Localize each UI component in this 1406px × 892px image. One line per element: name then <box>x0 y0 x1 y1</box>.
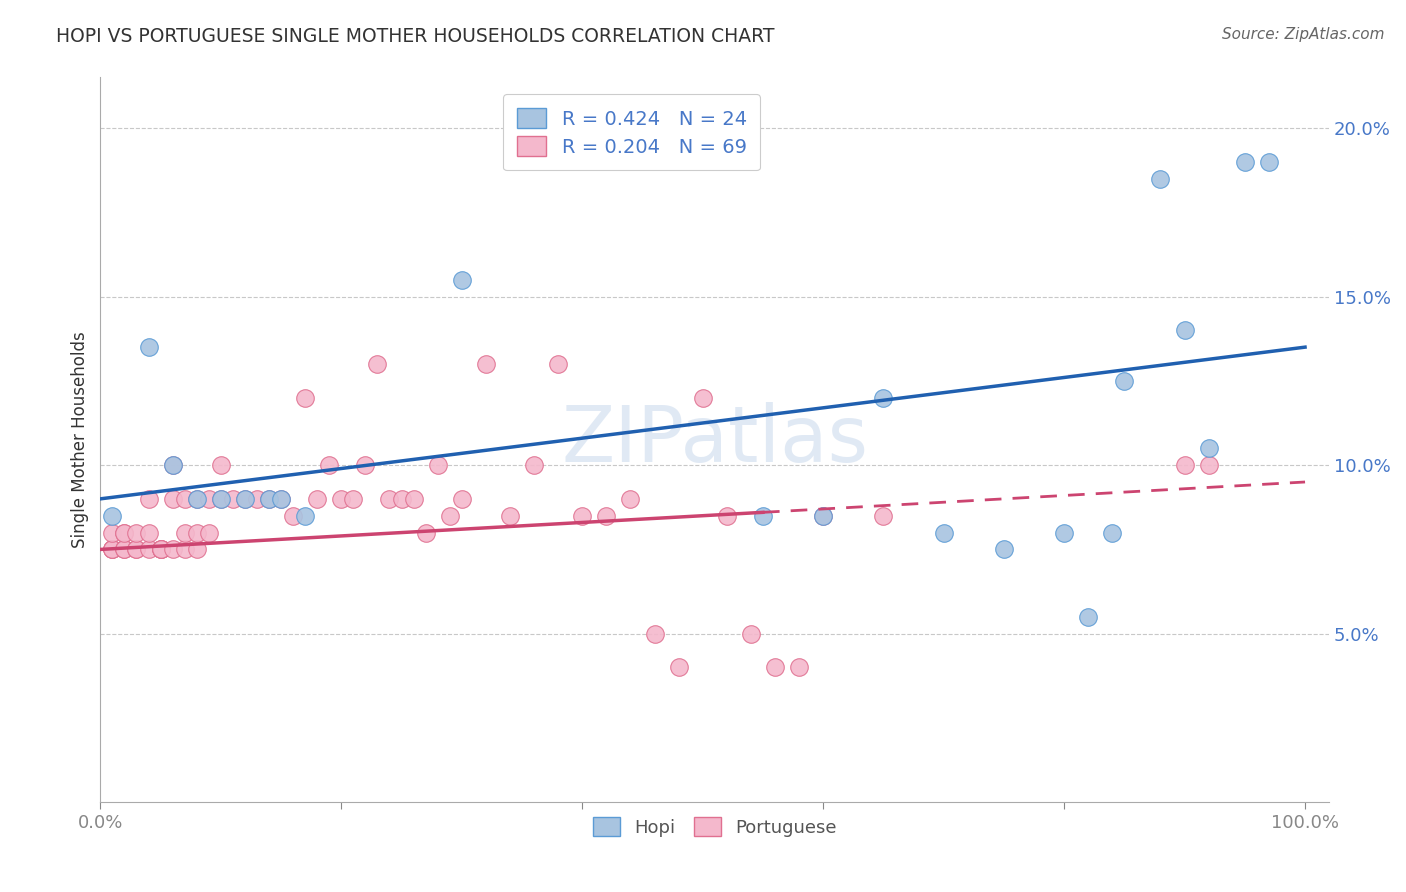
Point <box>499 508 522 523</box>
Text: Source: ZipAtlas.com: Source: ZipAtlas.com <box>1222 27 1385 42</box>
Point <box>619 491 641 506</box>
Y-axis label: Single Mother Households: Single Mother Households <box>72 332 89 549</box>
Point <box>1053 525 1076 540</box>
Point <box>763 660 786 674</box>
Point <box>993 542 1015 557</box>
Point <box>1257 154 1279 169</box>
Point <box>294 508 316 523</box>
Text: HOPI VS PORTUGUESE SINGLE MOTHER HOUSEHOLDS CORRELATION CHART: HOPI VS PORTUGUESE SINGLE MOTHER HOUSEHO… <box>56 27 775 45</box>
Point <box>1198 442 1220 456</box>
Point <box>257 491 280 506</box>
Point <box>138 525 160 540</box>
Point <box>162 542 184 557</box>
Point <box>872 508 894 523</box>
Point <box>294 391 316 405</box>
Point <box>318 458 340 472</box>
Point <box>197 491 219 506</box>
Point <box>186 491 208 506</box>
Point <box>101 542 124 557</box>
Point <box>138 491 160 506</box>
Point <box>125 525 148 540</box>
Point <box>668 660 690 674</box>
Point <box>270 491 292 506</box>
Point <box>222 491 245 506</box>
Point <box>125 542 148 557</box>
Point <box>149 542 172 557</box>
Point <box>692 391 714 405</box>
Point <box>1198 458 1220 472</box>
Point <box>233 491 256 506</box>
Point <box>270 491 292 506</box>
Point <box>475 357 498 371</box>
Point <box>1149 171 1171 186</box>
Point <box>101 525 124 540</box>
Point <box>114 542 136 557</box>
Point <box>101 508 124 523</box>
Point <box>162 458 184 472</box>
Point <box>101 542 124 557</box>
Point <box>366 357 388 371</box>
Point <box>644 626 666 640</box>
Point <box>932 525 955 540</box>
Point <box>1174 458 1197 472</box>
Point <box>1233 154 1256 169</box>
Point <box>101 542 124 557</box>
Point <box>173 525 195 540</box>
Point <box>138 340 160 354</box>
Point <box>571 508 593 523</box>
Point <box>246 491 269 506</box>
Point <box>595 508 617 523</box>
Point <box>281 508 304 523</box>
Point <box>523 458 546 472</box>
Point <box>450 491 472 506</box>
Point <box>787 660 810 674</box>
Point <box>233 491 256 506</box>
Point <box>391 491 413 506</box>
Point <box>162 458 184 472</box>
Point <box>173 491 195 506</box>
Point <box>752 508 775 523</box>
Point <box>378 491 401 506</box>
Point <box>209 491 232 506</box>
Point <box>149 542 172 557</box>
Point <box>415 525 437 540</box>
Point <box>149 542 172 557</box>
Point <box>125 542 148 557</box>
Point <box>209 458 232 472</box>
Point <box>149 542 172 557</box>
Point <box>716 508 738 523</box>
Point <box>162 491 184 506</box>
Point <box>1174 323 1197 337</box>
Point <box>1101 525 1123 540</box>
Point <box>426 458 449 472</box>
Point <box>186 491 208 506</box>
Point <box>173 542 195 557</box>
Point <box>138 542 160 557</box>
Point <box>740 626 762 640</box>
Point <box>307 491 329 506</box>
Point <box>330 491 353 506</box>
Point <box>257 491 280 506</box>
Point <box>811 508 834 523</box>
Point <box>209 491 232 506</box>
Point <box>342 491 364 506</box>
Point <box>439 508 461 523</box>
Legend: Hopi, Portuguese: Hopi, Portuguese <box>586 810 844 844</box>
Point <box>402 491 425 506</box>
Point <box>450 273 472 287</box>
Point <box>1114 374 1136 388</box>
Point <box>114 525 136 540</box>
Point <box>547 357 569 371</box>
Point <box>811 508 834 523</box>
Point <box>186 542 208 557</box>
Point <box>872 391 894 405</box>
Point <box>114 525 136 540</box>
Point <box>354 458 377 472</box>
Point <box>114 542 136 557</box>
Point <box>1077 610 1099 624</box>
Point <box>186 525 208 540</box>
Text: ZIPatlas: ZIPatlas <box>561 402 869 478</box>
Point <box>197 525 219 540</box>
